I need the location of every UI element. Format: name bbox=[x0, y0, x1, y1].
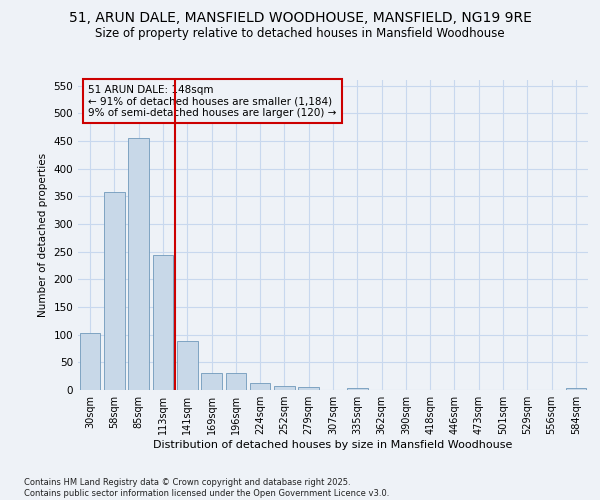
Bar bbox=[177, 342, 197, 390]
Bar bbox=[80, 333, 100, 390]
Bar bbox=[201, 374, 222, 390]
Bar bbox=[298, 387, 319, 390]
Text: Contains HM Land Registry data © Crown copyright and database right 2025.
Contai: Contains HM Land Registry data © Crown c… bbox=[24, 478, 389, 498]
Bar bbox=[566, 388, 586, 390]
Bar bbox=[250, 383, 271, 390]
Bar bbox=[128, 138, 149, 390]
Y-axis label: Number of detached properties: Number of detached properties bbox=[38, 153, 48, 317]
Bar bbox=[347, 388, 368, 390]
Bar bbox=[104, 192, 125, 390]
Text: Size of property relative to detached houses in Mansfield Woodhouse: Size of property relative to detached ho… bbox=[95, 28, 505, 40]
Bar bbox=[152, 255, 173, 390]
X-axis label: Distribution of detached houses by size in Mansfield Woodhouse: Distribution of detached houses by size … bbox=[154, 440, 512, 450]
Bar bbox=[274, 386, 295, 390]
Bar bbox=[226, 374, 246, 390]
Text: 51, ARUN DALE, MANSFIELD WOODHOUSE, MANSFIELD, NG19 9RE: 51, ARUN DALE, MANSFIELD WOODHOUSE, MANS… bbox=[68, 11, 532, 25]
Text: 51 ARUN DALE: 148sqm
← 91% of detached houses are smaller (1,184)
9% of semi-det: 51 ARUN DALE: 148sqm ← 91% of detached h… bbox=[88, 84, 337, 118]
